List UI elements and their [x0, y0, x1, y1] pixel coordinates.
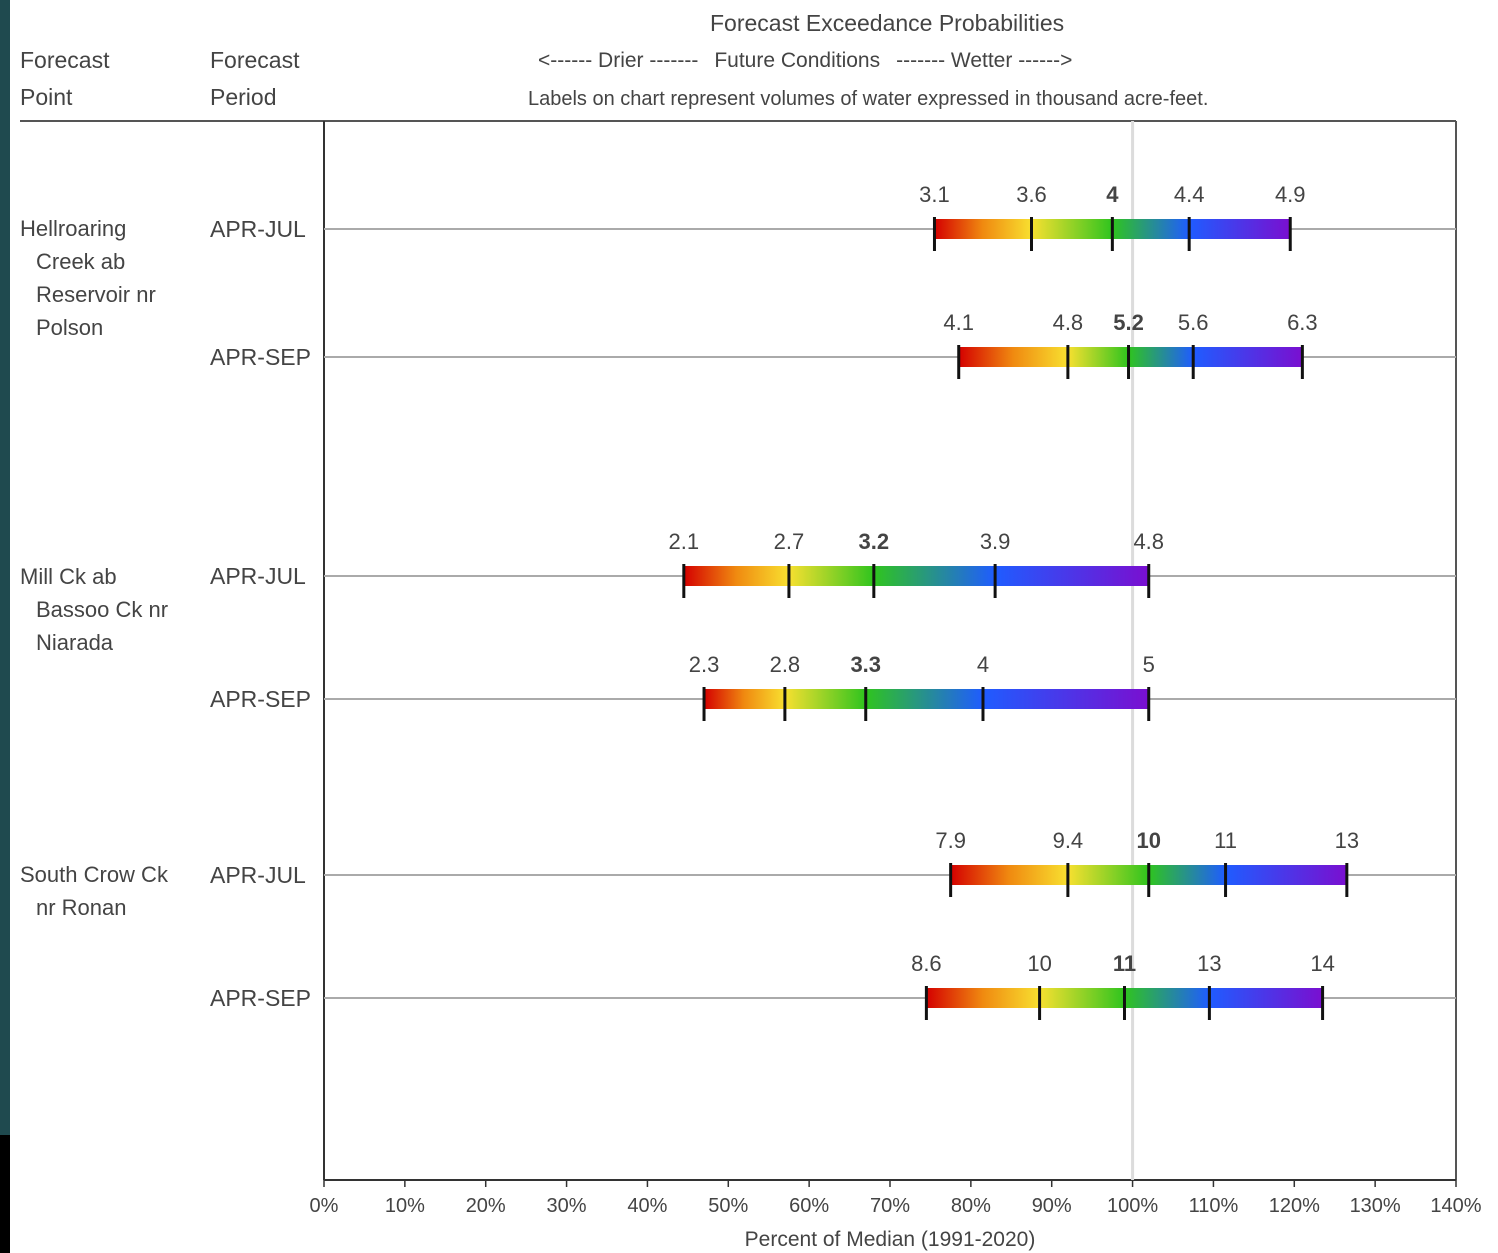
x-tick-label: 100%: [1107, 1195, 1158, 1217]
x-tick-label: 130%: [1350, 1195, 1401, 1217]
x-tick-label: 90%: [1032, 1195, 1072, 1217]
x-tick-label: 0%: [310, 1195, 339, 1217]
volume-label: 4.8: [1133, 529, 1164, 554]
forecast-period-label: APR-JUL: [210, 563, 306, 589]
volume-label: 3.9: [980, 529, 1011, 554]
volume-label: 13: [1335, 828, 1359, 853]
x-tick-label: 50%: [708, 1195, 748, 1217]
volume-label: 7.9: [935, 828, 966, 853]
volume-label: 11: [1214, 828, 1237, 853]
x-tick-label: 30%: [547, 1195, 587, 1217]
volume-label: 5.6: [1178, 310, 1209, 335]
chart-title: Forecast Exceedance Probabilities: [710, 10, 1065, 36]
point-line: South Crow Ck: [20, 862, 168, 887]
volume-label: 9.4: [1053, 828, 1084, 853]
forecast-period-label: APR-SEP: [210, 686, 311, 712]
volume-label: 10: [1027, 951, 1051, 976]
x-tick-label: 140%: [1430, 1195, 1481, 1217]
volume-label: 2.7: [774, 529, 805, 554]
volume-label: 4.8: [1053, 310, 1084, 335]
volume-label: 4: [977, 652, 989, 677]
volume-label: 4.4: [1174, 182, 1205, 207]
volume-label: 13: [1197, 951, 1221, 976]
forecast-period-label: APR-SEP: [210, 344, 311, 370]
x-tick-label: 60%: [789, 1195, 829, 1217]
scale-wetter: ------- Wetter ------>: [896, 49, 1073, 72]
forecast-period-label: APR-SEP: [210, 985, 311, 1011]
volume-label: 2.3: [689, 652, 720, 677]
forecast-point-south-crow: South Crow Ck nr Ronan: [20, 858, 168, 924]
col-head-point: Forecast Point: [20, 42, 109, 116]
volume-label: 4: [1106, 182, 1119, 207]
volume-label: 11: [1113, 951, 1136, 976]
scale-future: Future Conditions: [714, 49, 881, 72]
x-axis-label: Percent of Median (1991-2020): [745, 1228, 1036, 1251]
volume-label: 8.6: [911, 951, 942, 976]
point-line: Creek ab: [36, 249, 126, 274]
forecast-range-bar: [683, 566, 1149, 586]
forecast-point-mill-ck: Mill Ck ab Bassoo Ck nr Niarada: [20, 560, 168, 659]
point-line: Reservoir nr: [36, 282, 156, 307]
volume-label: 10: [1137, 828, 1161, 853]
volume-label: 5.2: [1113, 310, 1144, 335]
volume-label: 2.8: [770, 652, 801, 677]
volume-label: 3.3: [850, 652, 881, 677]
point-line: Bassoo Ck nr: [36, 597, 169, 622]
point-line: Niarada: [36, 630, 114, 655]
col-head-point-line1: Forecast: [20, 47, 110, 73]
x-tick-label: 20%: [466, 1195, 506, 1217]
point-line: Polson: [36, 315, 104, 340]
volume-label: 3.6: [1016, 182, 1047, 207]
volume-label: 3.1: [919, 182, 950, 207]
volume-label: 4.1: [943, 310, 974, 335]
point-line: nr Ronan: [36, 895, 127, 920]
forecast-range-bar: [704, 689, 1149, 709]
corner-block: [0, 1135, 10, 1253]
volume-label: 5: [1143, 652, 1155, 677]
x-tick-label: 110%: [1189, 1195, 1239, 1217]
volume-label: 14: [1310, 951, 1334, 976]
scale-legend: <------ Drier ------- Future Conditions …: [538, 49, 1072, 73]
volume-label: 6.3: [1287, 310, 1318, 335]
col-head-period: Forecast Period: [210, 42, 299, 116]
col-head-point-line2: Point: [20, 84, 73, 110]
point-line: Hellroaring: [20, 216, 127, 241]
forecast-point-hellroaring: Hellroaring Creek ab Reservoir nr Polson: [20, 212, 156, 344]
volume-label: 4.9: [1275, 182, 1306, 207]
scale-drier: <------ Drier -------: [538, 49, 699, 72]
x-tick-label: 120%: [1269, 1195, 1320, 1217]
volume-label: 3.2: [859, 529, 890, 554]
x-tick-label: 70%: [870, 1195, 910, 1217]
col-head-period-line2: Period: [210, 84, 277, 110]
chart-sheet: Forecast Exceedance Probabilities Foreca…: [10, 0, 1498, 1253]
forecast-period-label: APR-JUL: [210, 862, 306, 888]
exceedance-chart: 0% 10% 20% 30% 40% 50% 60% 70% 80% 90% 100% 110% 120…: [20, 120, 1482, 1251]
x-tick-label: 40%: [627, 1195, 667, 1217]
units-note: Labels on chart represent volumes of wat…: [528, 88, 1209, 110]
point-line: Mill Ck ab: [20, 564, 117, 589]
x-tick-label: 10%: [385, 1195, 425, 1217]
col-head-period-line1: Forecast: [210, 47, 300, 73]
x-tick-label: 80%: [951, 1195, 991, 1217]
forecast-period-label: APR-JUL: [210, 216, 306, 242]
volume-label: 2.1: [669, 529, 700, 554]
forecast-range-bar: [958, 347, 1303, 367]
